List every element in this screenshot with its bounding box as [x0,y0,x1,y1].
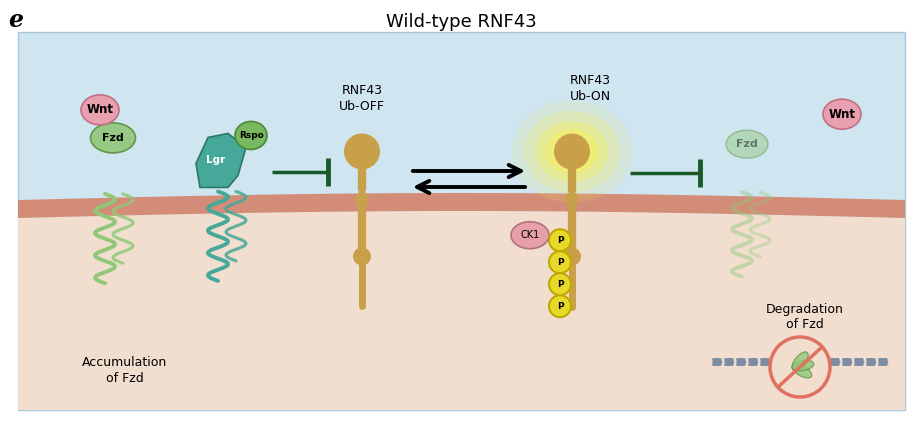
Ellipse shape [512,101,632,203]
Circle shape [344,133,380,169]
Text: Lgr: Lgr [207,156,225,165]
Ellipse shape [792,360,814,371]
Circle shape [355,192,369,206]
Ellipse shape [792,364,811,378]
Ellipse shape [792,352,809,370]
Text: e: e [8,8,23,32]
Circle shape [549,273,571,295]
Circle shape [549,251,571,273]
Circle shape [554,133,590,169]
Text: P: P [557,236,563,245]
Polygon shape [18,193,905,218]
Ellipse shape [546,130,598,174]
Text: P: P [557,302,563,311]
Circle shape [549,295,571,317]
Circle shape [565,192,579,206]
Circle shape [353,248,371,265]
Text: Wild-type RNF43: Wild-type RNF43 [386,13,536,31]
Text: CK1: CK1 [521,230,540,240]
Circle shape [563,248,581,266]
Ellipse shape [823,99,861,129]
Ellipse shape [726,130,768,158]
Polygon shape [196,133,246,187]
Circle shape [549,229,571,251]
Polygon shape [18,211,905,410]
Ellipse shape [511,222,549,249]
Ellipse shape [536,121,608,182]
Text: P: P [557,258,563,267]
Ellipse shape [524,111,620,192]
Text: Fzd: Fzd [102,133,124,143]
FancyBboxPatch shape [18,32,905,410]
Text: Accumulation
of Fzd: Accumulation of Fzd [82,356,168,384]
Text: Wnt: Wnt [829,108,856,121]
Text: Degradation
of Fzd: Degradation of Fzd [766,302,844,331]
Text: Wnt: Wnt [87,103,114,116]
Text: RNF43
Ub-OFF: RNF43 Ub-OFF [339,84,385,113]
Ellipse shape [81,95,119,125]
Text: Fzd: Fzd [737,139,758,149]
Text: P: P [557,280,563,289]
Text: Rspo: Rspo [239,131,263,140]
Ellipse shape [235,121,267,149]
Text: RNF43
Ub-ON: RNF43 Ub-ON [569,74,610,103]
Ellipse shape [90,123,136,153]
